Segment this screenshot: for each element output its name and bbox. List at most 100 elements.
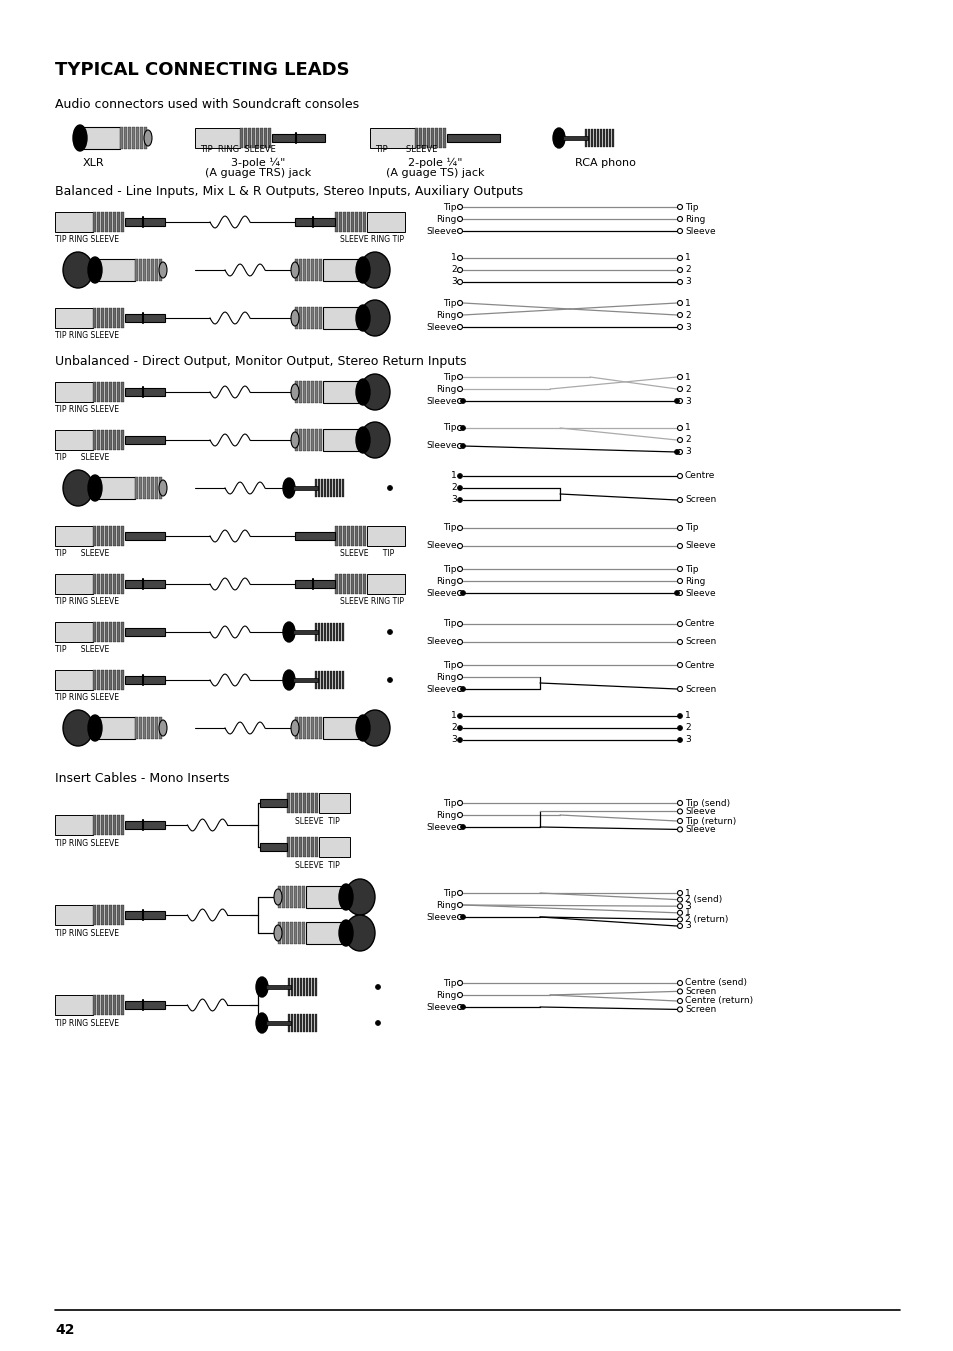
Bar [260, 843, 287, 851]
Bar [101, 670, 104, 690]
Bar [159, 477, 162, 499]
Ellipse shape [274, 925, 282, 942]
Circle shape [387, 677, 392, 682]
Bar [309, 1015, 311, 1032]
Bar [324, 623, 326, 640]
Ellipse shape [355, 427, 370, 453]
Bar [117, 212, 120, 232]
Circle shape [677, 917, 681, 921]
Bar [327, 623, 329, 640]
Bar [95, 717, 135, 739]
Bar [147, 259, 150, 281]
Bar [101, 574, 104, 594]
Bar [303, 307, 306, 330]
Circle shape [457, 686, 462, 692]
Bar [92, 574, 96, 594]
Bar [291, 838, 294, 857]
Circle shape [460, 443, 465, 449]
Circle shape [677, 566, 681, 571]
Bar [290, 921, 293, 944]
Bar [294, 838, 297, 857]
Text: Tip: Tip [443, 299, 456, 308]
Text: TIP RING SLEEVE: TIP RING SLEEVE [55, 928, 119, 938]
Bar [105, 382, 108, 403]
Circle shape [457, 374, 462, 380]
Bar [370, 128, 415, 149]
Text: 2-pole ¼": 2-pole ¼" [407, 158, 462, 168]
Bar [92, 430, 96, 450]
Bar [330, 480, 332, 497]
Bar [358, 574, 361, 594]
Bar [92, 621, 96, 642]
Circle shape [457, 204, 462, 209]
Circle shape [457, 426, 462, 431]
Bar [330, 623, 332, 640]
Bar [299, 1015, 302, 1032]
Bar [97, 670, 100, 690]
Bar [317, 671, 319, 689]
Bar [307, 717, 310, 739]
Bar [298, 430, 302, 451]
Bar [351, 526, 354, 546]
Bar [347, 526, 350, 546]
Bar [282, 921, 285, 944]
Bar [294, 218, 335, 226]
Text: 3: 3 [684, 921, 690, 931]
Bar [358, 212, 361, 232]
Circle shape [457, 543, 462, 549]
Text: 2: 2 [451, 484, 456, 493]
Ellipse shape [63, 711, 92, 746]
Text: Screen: Screen [684, 685, 716, 693]
Text: Sleeve: Sleeve [426, 442, 456, 450]
Bar [105, 905, 108, 925]
Bar [294, 307, 297, 330]
Text: Sleeve: Sleeve [426, 323, 456, 331]
Bar [302, 886, 305, 908]
Bar [240, 128, 243, 149]
Text: Audio connectors used with Soundcraft consoles: Audio connectors used with Soundcraft co… [55, 99, 358, 112]
Ellipse shape [88, 476, 102, 501]
Bar [447, 134, 499, 142]
Bar [333, 480, 335, 497]
Text: 2: 2 [684, 724, 690, 732]
Bar [294, 430, 297, 451]
Bar [335, 623, 337, 640]
Bar [294, 886, 296, 908]
Ellipse shape [553, 128, 564, 149]
Text: Tip: Tip [443, 661, 456, 670]
Bar [307, 430, 310, 451]
Circle shape [457, 228, 462, 234]
Bar [318, 381, 322, 403]
Bar [590, 128, 593, 147]
Bar [55, 815, 92, 835]
Text: TIP      SLEEVE: TIP SLEEVE [55, 646, 110, 654]
Text: 1: 1 [451, 712, 456, 720]
Text: 42: 42 [55, 1323, 74, 1337]
Bar [599, 128, 601, 147]
Ellipse shape [255, 977, 268, 997]
Bar [303, 717, 306, 739]
Bar [260, 798, 287, 807]
Ellipse shape [255, 1013, 268, 1034]
Bar [151, 477, 153, 499]
Text: TIP      SLEEVE: TIP SLEEVE [55, 454, 110, 462]
Ellipse shape [159, 720, 167, 736]
Bar [112, 670, 116, 690]
Circle shape [677, 526, 681, 531]
Text: Ring: Ring [436, 901, 456, 909]
Text: Tip: Tip [443, 423, 456, 432]
Bar [101, 430, 104, 450]
Bar [117, 815, 120, 835]
Text: 1: 1 [684, 423, 690, 432]
Text: Tip: Tip [443, 798, 456, 808]
Bar [268, 128, 271, 149]
Text: (A guage TS) jack: (A guage TS) jack [385, 168, 484, 178]
Text: Tip (return): Tip (return) [684, 816, 736, 825]
Text: Tip: Tip [443, 565, 456, 574]
Bar [143, 259, 146, 281]
Circle shape [677, 662, 681, 667]
Bar [297, 921, 301, 944]
Bar [101, 994, 104, 1015]
Text: Sleeve: Sleeve [426, 396, 456, 405]
Circle shape [677, 981, 681, 985]
